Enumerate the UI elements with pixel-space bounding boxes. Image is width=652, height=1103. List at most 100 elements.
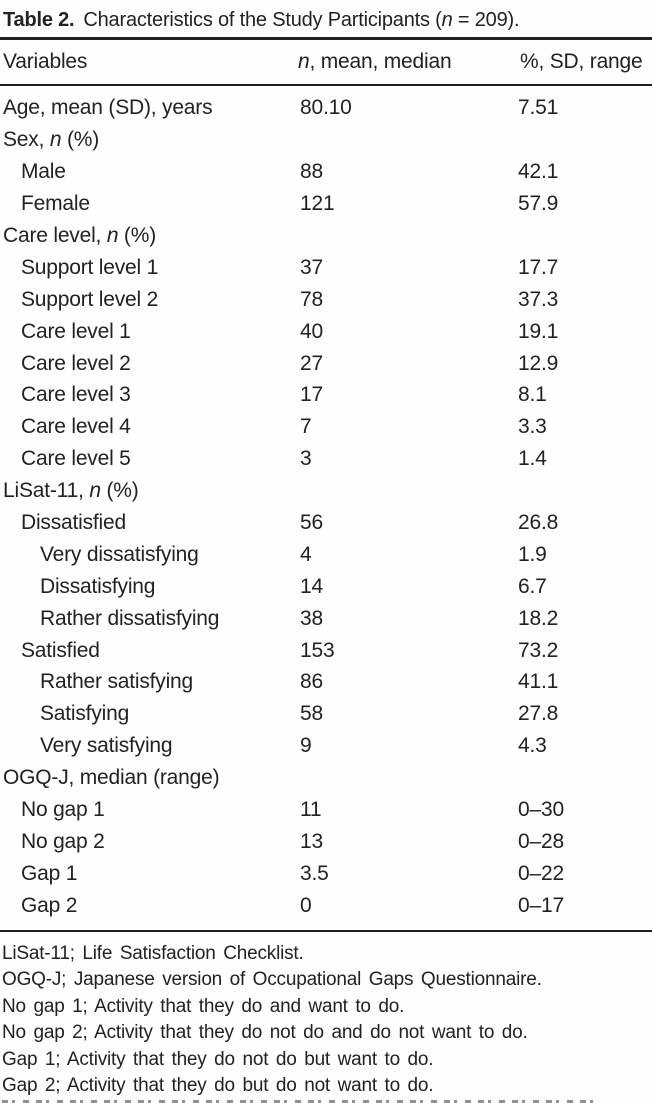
- row-label: Female: [21, 192, 90, 216]
- row-value-n-mean-median: 153: [300, 638, 335, 662]
- table-row: Rather dissatisfying 38 18.2: [0, 603, 652, 635]
- table-row: Rather satisfying 86 41.1: [0, 667, 652, 699]
- row-label: Gap 1: [21, 861, 78, 885]
- row-value-n-mean-median: 11: [300, 798, 322, 822]
- row-value-n-mean-median: 78: [300, 287, 323, 311]
- row-value-n-mean-median: 9: [300, 734, 312, 758]
- row-label: Care level 3: [21, 383, 131, 407]
- column-header-n-mean-median: n, mean, median: [298, 49, 452, 73]
- row-label: Care level 1: [21, 319, 131, 343]
- table-number: Table 2.: [3, 9, 75, 31]
- row-value-pct-sd-range: 27.8: [518, 702, 559, 726]
- row-value-pct-sd-range: 6.7: [518, 574, 547, 598]
- table-title-suffix: = 209).: [452, 9, 520, 31]
- table-title-n-symbol: n: [441, 9, 453, 31]
- footnote-line: OGQ-J; Japanese version of Occupational …: [2, 969, 542, 991]
- row-value-pct-sd-range: 12.9: [518, 351, 559, 375]
- table-row: Gap 1 3.5 0–22: [0, 858, 652, 890]
- row-label: Satisfying: [40, 702, 130, 726]
- table-row: Care level 3 17 8.1: [0, 380, 652, 412]
- row-value-n-mean-median: 7: [300, 415, 312, 439]
- cropped-next-line-sliver: [2, 1100, 600, 1103]
- row-value-pct-sd-range: 41.1: [518, 670, 559, 694]
- table-row: Dissatisfied 56 26.8: [0, 507, 652, 539]
- row-value-n-mean-median: 14: [300, 574, 323, 598]
- row-label: OGQ-J, median (range): [3, 766, 220, 790]
- row-value-pct-sd-range: 18.2: [518, 606, 559, 630]
- table-row: Satisfying 58 27.8: [0, 698, 652, 730]
- row-label: Male: [21, 160, 66, 184]
- row-value-n-mean-median: 27: [300, 351, 323, 375]
- table-row: Gap 2 0 0–17: [0, 890, 652, 922]
- row-label: Sex, n (%): [3, 128, 100, 152]
- row-value-pct-sd-range: 7.51: [518, 96, 559, 120]
- row-value-n-mean-median: 3.5: [300, 861, 329, 885]
- table-row: Male 88 42.1: [0, 156, 652, 188]
- row-value-pct-sd-range: 73.2: [518, 638, 559, 662]
- table-body: Age, mean (SD), years 80.10 7.51 Sex, n …: [0, 86, 652, 922]
- row-value-n-mean-median: 38: [300, 606, 323, 630]
- row-value-pct-sd-range: 0–30: [518, 798, 564, 822]
- table-row: Care level 1 40 19.1: [0, 316, 652, 348]
- bottom-rule: [0, 929, 652, 932]
- row-value-n-mean-median: 80.10: [300, 96, 352, 120]
- row-value-pct-sd-range: 0–17: [518, 893, 564, 917]
- row-label: Dissatisfied: [21, 511, 126, 535]
- row-value-pct-sd-range: 8.1: [518, 383, 547, 407]
- row-value-pct-sd-range: 42.1: [518, 160, 559, 184]
- row-value-n-mean-median: 37: [300, 255, 323, 279]
- row-value-pct-sd-range: 0–28: [518, 829, 564, 853]
- footnote-line: No gap 2; Activity that they do not do a…: [2, 1022, 528, 1044]
- row-value-pct-sd-range: 19.1: [518, 319, 559, 343]
- row-label: Rather dissatisfying: [40, 606, 220, 630]
- row-label: Care level 5: [21, 447, 131, 471]
- column-header-variables: Variables: [3, 49, 88, 73]
- row-value-pct-sd-range: 1.4: [518, 447, 547, 471]
- table-row: Dissatisfying 14 6.7: [0, 571, 652, 603]
- table-row: Very satisfying 9 4.3: [0, 730, 652, 762]
- footnote-line: No gap 1; Activity that they do and want…: [2, 995, 405, 1017]
- row-label: Support level 2: [21, 287, 159, 311]
- table-row: No gap 1 11 0–30: [0, 794, 652, 826]
- header-rule: [0, 83, 652, 86]
- row-value-pct-sd-range: 37.3: [518, 287, 559, 311]
- table-row: Very dissatisfying 4 1.9: [0, 539, 652, 571]
- row-value-n-mean-median: 88: [300, 160, 323, 184]
- top-rule: [0, 37, 652, 40]
- row-label: Care level, n (%): [3, 224, 156, 247]
- row-value-pct-sd-range: 26.8: [518, 511, 559, 535]
- footnote-line: Gap 2; Activity that they do but do not …: [2, 1075, 434, 1097]
- row-value-n-mean-median: 86: [300, 670, 323, 694]
- row-value-n-mean-median: 3: [300, 447, 312, 471]
- row-value-pct-sd-range: 0–22: [518, 861, 564, 885]
- table-row: Satisfied 153 73.2: [0, 635, 652, 667]
- table-row: Care level 4 7 3.3: [0, 411, 652, 443]
- column-header-pct-sd-range: %, SD, range: [520, 49, 643, 73]
- row-value-pct-sd-range: 4.3: [518, 734, 547, 758]
- row-value-pct-sd-range: 57.9: [518, 192, 559, 216]
- table-row: Care level 5 3 1.4: [0, 443, 652, 475]
- row-label: LiSat-11, n (%): [3, 479, 139, 503]
- table-row: Support level 2 78 37.3: [0, 284, 652, 316]
- row-value-n-mean-median: 0: [300, 893, 312, 917]
- row-label: Gap 2: [21, 893, 78, 917]
- table-title-text: Characteristics of the Study Participant…: [83, 9, 442, 31]
- table-header-row: Variables n, mean, median %, SD, range: [0, 40, 652, 84]
- row-label: Support level 1: [21, 255, 159, 279]
- row-value-n-mean-median: 17: [300, 383, 323, 407]
- table-row: LiSat-11, n (%): [0, 475, 652, 507]
- row-value-n-mean-median: 121: [300, 192, 335, 216]
- row-label: Very satisfying: [40, 734, 173, 758]
- table-row: OGQ-J, median (range): [0, 762, 652, 794]
- table-row: No gap 2 13 0–28: [0, 826, 652, 858]
- row-value-n-mean-median: 40: [300, 319, 323, 343]
- table-row: Care level, n (%): [0, 220, 652, 252]
- table-row: Support level 1 37 17.7: [0, 252, 652, 284]
- row-value-n-mean-median: 13: [300, 829, 323, 853]
- table-title: Table 2. Characteristics of the Study Par…: [0, 0, 652, 34]
- row-label: Age, mean (SD), years: [3, 96, 213, 120]
- row-label: No gap 2: [21, 829, 105, 853]
- row-label: No gap 1: [21, 798, 105, 822]
- row-value-n-mean-median: 58: [300, 702, 323, 726]
- row-value-n-mean-median: 56: [300, 511, 323, 535]
